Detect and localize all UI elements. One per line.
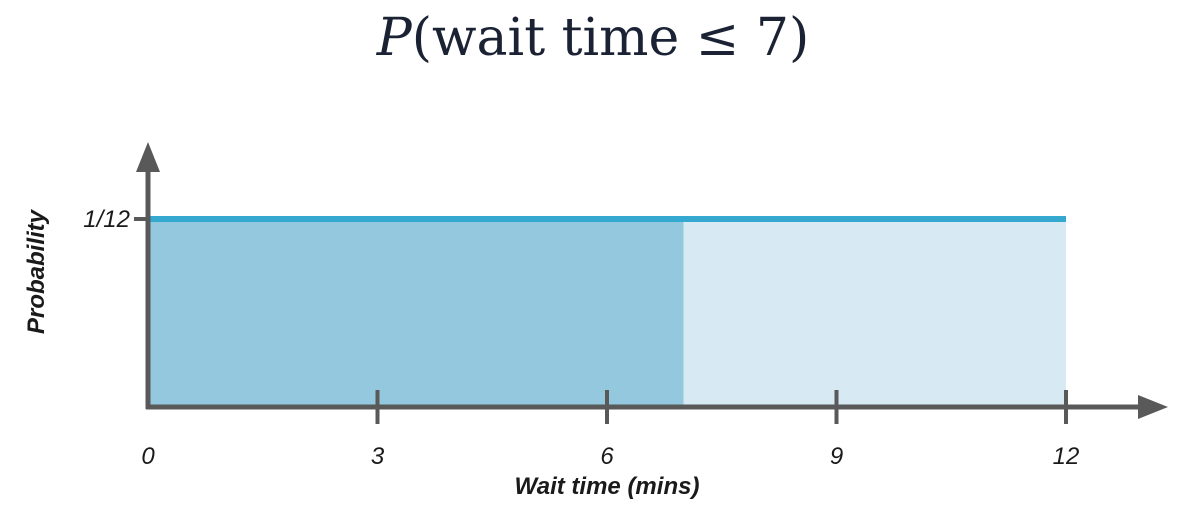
x-tick-label: 6: [600, 443, 614, 470]
x-ticks: 0 3 6 9 12: [141, 390, 1079, 470]
chart-title: P(wait time ≤ 7): [0, 8, 1186, 68]
y-axis-label: Probability: [23, 208, 50, 334]
x-axis-arrow-icon: [1138, 395, 1168, 419]
x-tick-label: 3: [371, 443, 385, 470]
y-ticks: 1/12: [83, 206, 148, 233]
title-open-paren: (: [411, 8, 433, 68]
y-axis-arrow-icon: [136, 142, 160, 172]
x-tick-label: 12: [1053, 443, 1080, 470]
title-text: wait time ≤ 7: [432, 8, 789, 68]
title-function: P: [376, 8, 412, 68]
x-tick-label: 9: [830, 443, 843, 470]
x-axis-label: Wait time (mins): [515, 473, 700, 500]
y-axis: [136, 142, 160, 409]
title-close-paren: ): [788, 8, 810, 68]
x-axis: [146, 395, 1168, 419]
y-tick-label: 1/12: [83, 206, 130, 233]
shaded-region: [148, 219, 684, 407]
x-tick-label: 0: [141, 443, 155, 470]
